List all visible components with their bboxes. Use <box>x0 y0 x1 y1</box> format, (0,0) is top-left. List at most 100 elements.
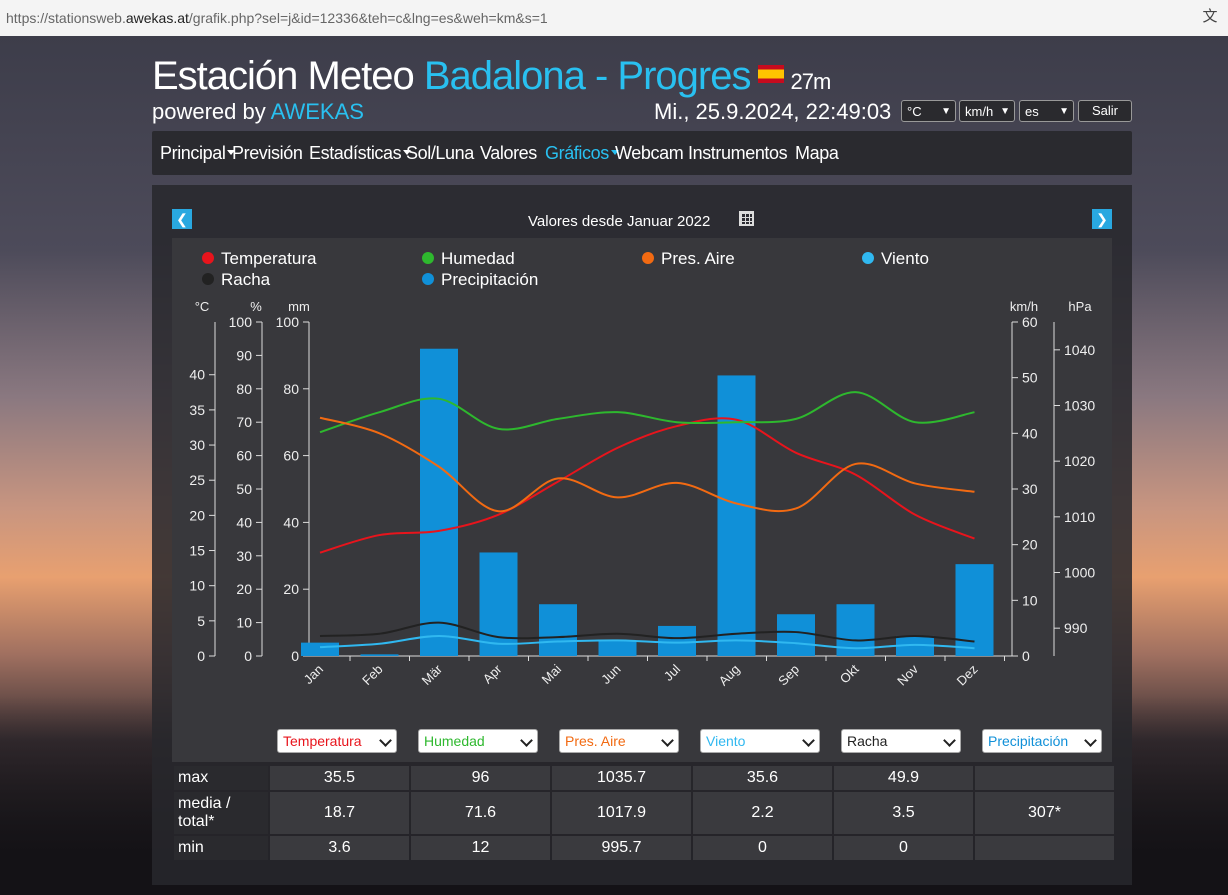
tick-label: 35 <box>189 402 205 418</box>
next-period-button[interactable]: ❯ <box>1092 209 1112 229</box>
tick-label: 1010 <box>1064 509 1095 525</box>
legend-label: Pres. Aire <box>661 249 735 268</box>
x-tick-label: Jul <box>661 661 683 683</box>
select-series-wind[interactable]: Viento <box>700 729 820 753</box>
series-line-wind <box>319 621 975 643</box>
legend-label: Precipitación <box>441 270 538 289</box>
x-tick-label: Jan <box>301 662 326 687</box>
tick-label: 1040 <box>1064 342 1095 358</box>
cell: 96 <box>411 766 550 790</box>
tick-label: 0 <box>197 648 205 664</box>
legend-label: Humedad <box>441 249 515 268</box>
tick-label: 50 <box>236 481 252 497</box>
chevron-down-icon <box>520 734 533 747</box>
language-select[interactable]: es ▼ <box>1019 100 1074 122</box>
x-tick-label: Apr <box>480 661 505 686</box>
tick-label: 10 <box>1022 592 1038 608</box>
tick-label: 15 <box>189 543 205 559</box>
url-text[interactable]: https://stationsweb.awekas.at/grafik.php… <box>6 10 548 26</box>
cell: 35.6 <box>693 766 832 790</box>
tick-label: 60 <box>1022 314 1038 330</box>
precip-bar <box>955 564 994 656</box>
powered-by: powered by AWEKAS <box>152 99 364 124</box>
tick-label: 30 <box>189 437 205 453</box>
address-bar[interactable]: https://stationsweb.awekas.at/grafik.php… <box>0 0 1228 37</box>
nav-instrumentos[interactable]: Instrumentos <box>688 143 788 163</box>
tick-label: 100 <box>229 314 253 330</box>
temp-unit-select[interactable]: °C ▼ <box>901 100 956 122</box>
axis-title-wind: km/h <box>1010 299 1038 314</box>
nav-principal[interactable]: Principal <box>160 143 235 164</box>
select-series-precip[interactable]: Precipitación <box>982 729 1102 753</box>
tick-label: 90 <box>236 347 252 363</box>
chevron-down-icon <box>943 734 956 747</box>
tick-label: 40 <box>283 514 299 530</box>
nav-sol-luna[interactable]: Sol/Luna <box>406 143 474 163</box>
station-name: Badalona - Progres <box>423 54 752 98</box>
nav-mapa[interactable]: Mapa <box>795 143 839 163</box>
cell: 71.6 <box>411 792 550 834</box>
chevron-down-icon <box>661 734 674 747</box>
legend-label: Viento <box>881 249 929 268</box>
row-label: max <box>174 766 268 790</box>
chevron-down-icon <box>1084 734 1097 747</box>
tick-label: 1020 <box>1064 453 1095 469</box>
prev-period-button[interactable]: ❮ <box>172 209 192 229</box>
cell: 0 <box>693 836 832 860</box>
nav-prevision[interactable]: Previsión <box>232 143 303 163</box>
logout-button[interactable]: Salir <box>1078 100 1132 122</box>
tick-label: 0 <box>291 648 299 664</box>
tick-label: 60 <box>236 448 252 464</box>
wind-unit-select[interactable]: km/h ▼ <box>959 100 1015 122</box>
precip-bar <box>301 642 339 656</box>
cell: 2.2 <box>693 792 832 834</box>
tick-label: 10 <box>189 578 205 594</box>
cell: 3.6 <box>270 836 409 860</box>
tick-label: 20 <box>189 507 205 523</box>
tick-label: 20 <box>283 581 299 597</box>
axis-title-precip: mm <box>288 299 310 314</box>
x-tick-label: Nov <box>894 661 921 688</box>
x-tick-label: Mär <box>419 661 446 688</box>
cell: 18.7 <box>270 792 409 834</box>
x-tick-label: Aug <box>716 662 743 689</box>
precip-bar <box>420 348 458 656</box>
tick-label: 20 <box>1022 537 1038 553</box>
tick-label: 10 <box>236 615 252 631</box>
select-series-pres[interactable]: Pres. Aire <box>559 729 679 753</box>
nav-graficos[interactable]: Gráficos <box>545 143 619 164</box>
chevron-down-icon <box>379 734 392 747</box>
cell: 307* <box>975 792 1114 834</box>
select-series-gust[interactable]: Racha <box>841 729 961 753</box>
cell: 3.5 <box>834 792 973 834</box>
translate-icon[interactable]: 文 <box>1202 8 1218 25</box>
awekas-link[interactable]: AWEKAS <box>270 99 364 124</box>
select-series-hum[interactable]: Humedad <box>418 729 538 753</box>
legend-marker <box>202 273 214 285</box>
chart-subtitle: Valores desde Januar 2022 <box>528 213 711 230</box>
series-line-temp <box>319 417 975 554</box>
stats-table: max 35.5 96 1035.7 35.6 49.9 media / tot… <box>172 764 1116 862</box>
precip-bar <box>598 640 637 656</box>
weather-chart: Temperatura Humedad Pres. Aire Viento Racha P… <box>189 249 1095 689</box>
tick-label: 1030 <box>1064 398 1095 414</box>
cell: 1017.9 <box>552 792 691 834</box>
series-line-pres <box>319 416 975 513</box>
precip-bar <box>658 625 696 656</box>
select-series-temp[interactable]: Temperatura <box>277 729 397 753</box>
nav-estadisticas[interactable]: Estadísticas <box>309 143 411 164</box>
nav-valores[interactable]: Valores <box>480 143 537 163</box>
precip-bar <box>479 552 518 656</box>
chart-area: Temperatura Humedad Pres. Aire Viento Racha P… <box>172 238 1112 762</box>
nav-webcam[interactable]: Webcam <box>615 143 684 163</box>
tick-label: 990 <box>1064 620 1088 636</box>
x-tick-label: Sep <box>775 662 802 689</box>
cell: 12 <box>411 836 550 860</box>
legend-marker <box>642 252 654 264</box>
cell: 995.7 <box>552 836 691 860</box>
chevron-down-icon <box>802 734 815 747</box>
altitude: 27m <box>790 69 831 94</box>
table-row: min 3.6 12 995.7 0 0 <box>174 836 1114 860</box>
legend-marker <box>202 252 214 264</box>
calendar-icon[interactable] <box>739 211 754 226</box>
